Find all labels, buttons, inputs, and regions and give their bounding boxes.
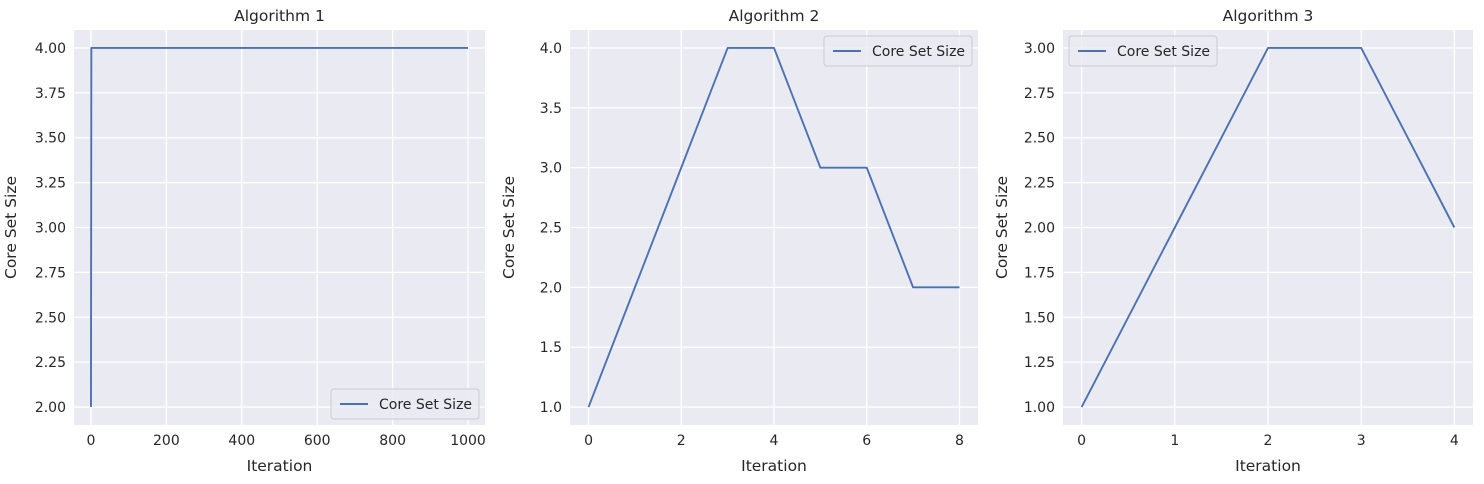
chart-title: Algorithm 3 <box>1223 7 1314 25</box>
y-tick-label: 3.00 <box>1024 41 1055 57</box>
y-tick-label: 3.0 <box>540 161 562 177</box>
x-tick-label: 400 <box>228 433 255 449</box>
x-tick-label: 3 <box>1357 433 1366 449</box>
y-tick-label: 2.00 <box>35 400 66 416</box>
x-tick-label: 4 <box>1450 433 1459 449</box>
y-tick-label: 3.50 <box>35 131 66 147</box>
y-tick-label: 1.75 <box>1024 265 1055 281</box>
y-tick-label: 2.5 <box>540 221 562 237</box>
x-tick-label: 6 <box>862 433 871 449</box>
x-tick-label: 8 <box>955 433 964 449</box>
y-tick-label: 2.25 <box>35 355 66 371</box>
chart-title: Algorithm 1 <box>234 7 325 25</box>
x-tick-label: 1000 <box>450 433 486 449</box>
y-tick-label: 2.00 <box>1024 221 1055 237</box>
x-tick-label: 0 <box>1077 433 1086 449</box>
legend: Core Set Size <box>330 388 480 420</box>
x-tick-label: 800 <box>379 433 406 449</box>
legend-label: Core Set Size <box>1117 44 1210 60</box>
y-tick-label: 3.25 <box>35 176 66 192</box>
legend: Core Set Size <box>823 35 973 67</box>
x-tick-label: 1 <box>1170 433 1179 449</box>
legend-label: Core Set Size <box>872 44 965 60</box>
chart-panel-3: 0 1 2 3 4 1.00 1.25 1.50 1.75 2.00 2.25 2.50 2.75 3.0… <box>993 7 1473 475</box>
x-tick-label: 4 <box>770 433 779 449</box>
x-axis-label: Iteration <box>741 457 807 475</box>
y-tick-label: 2.25 <box>1024 176 1055 192</box>
y-tick-label: 2.0 <box>540 280 562 296</box>
y-tick-label: 2.50 <box>35 310 66 326</box>
y-tick-label: 3.75 <box>35 86 66 102</box>
legend-box <box>1068 35 1218 67</box>
series-line <box>1080 47 1456 408</box>
x-tick-label: 0 <box>87 433 96 449</box>
y-tick-label: 4.00 <box>35 41 66 57</box>
legend-box <box>823 35 973 67</box>
y-tick-label: 1.0 <box>540 400 562 416</box>
x-tick-label: 600 <box>304 433 331 449</box>
x-axis-label: Iteration <box>247 457 313 475</box>
x-tick-label: 2 <box>1264 433 1273 449</box>
y-tick-label: 2.75 <box>35 265 66 281</box>
chart-panel-2: 0 2 4 6 8 1.0 1.5 2.0 2.5 3.0 3.5 4.0 Algorithm 2 Ite… <box>500 7 978 475</box>
series-line <box>90 47 469 408</box>
y-tick-label: 2.50 <box>1024 131 1055 147</box>
y-axis-label: Core Set Size <box>2 176 20 279</box>
legend-label: Core Set Size <box>379 397 472 413</box>
legend: Core Set Size <box>1068 35 1218 67</box>
y-tick-label: 1.00 <box>1024 400 1055 416</box>
y-axis-label: Core Set Size <box>500 176 518 279</box>
y-tick-label: 3.00 <box>35 221 66 237</box>
y-axis-label: Core Set Size <box>993 176 1011 279</box>
x-tick-label: 0 <box>584 433 593 449</box>
chart-panel-1: 0 200 400 600 800 1000 2.00 2.25 2.50 2.75 3.00 3.2… <box>2 7 486 475</box>
x-tick-label: 2 <box>677 433 686 449</box>
y-tick-label: 1.5 <box>540 340 562 356</box>
x-axis-label: Iteration <box>1235 457 1301 475</box>
y-tick-label: 4.0 <box>540 41 562 57</box>
y-tick-label: 3.5 <box>540 101 562 117</box>
x-tick-label: 200 <box>153 433 180 449</box>
legend-box <box>330 388 480 420</box>
y-tick-label: 1.25 <box>1024 355 1055 371</box>
series-line <box>587 47 960 408</box>
y-tick-label: 1.50 <box>1024 310 1055 326</box>
y-tick-label: 2.75 <box>1024 86 1055 102</box>
chart-title: Algorithm 2 <box>729 7 820 25</box>
